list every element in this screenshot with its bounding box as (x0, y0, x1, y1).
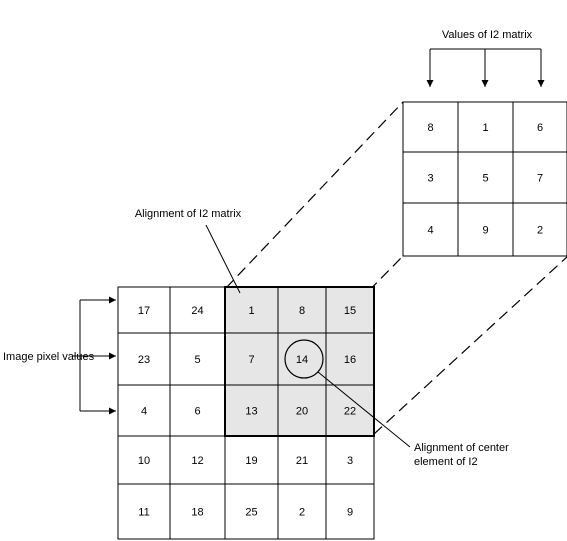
i2-value-1-0: 3 (427, 173, 433, 185)
i2-value-2-2: 2 (537, 225, 543, 237)
image-cell-1-1 (169, 332, 226, 386)
image-cell-3-2 (224, 435, 279, 485)
i2-value-1-1: 5 (482, 173, 488, 185)
i2-cell-2-2 (512, 202, 567, 257)
center-element-circle (284, 339, 324, 379)
center-label-line1: Alignment of center (414, 442, 509, 454)
image-value-1-3: 14 (296, 354, 308, 366)
top-matrix-label: Values of I2 matrix (442, 29, 533, 41)
i2-value-2-1: 9 (482, 225, 488, 237)
image-value-0-1: 24 (191, 305, 203, 317)
projection-line-top (225, 101, 404, 289)
image-value-4-1: 18 (191, 507, 203, 519)
image-cell-4-4 (325, 483, 375, 540)
image-cell-3-0 (117, 435, 171, 485)
image-value-2-3: 20 (296, 406, 308, 418)
image-value-3-2: 19 (245, 455, 257, 467)
image-value-0-2: 1 (248, 305, 254, 317)
projection-line-bottom (373, 256, 567, 435)
image-value-4-4: 9 (347, 507, 353, 519)
image-value-0-4: 15 (344, 305, 356, 317)
image-value-1-2: 7 (248, 354, 254, 366)
image-value-3-3: 21 (296, 455, 308, 467)
i2-value-0-0: 8 (427, 122, 433, 134)
image-value-1-0: 23 (138, 354, 150, 366)
i2-value-1-2: 7 (537, 173, 543, 185)
alignment-outline (224, 286, 375, 437)
i2-value-2-0: 4 (427, 225, 433, 237)
i2-grid: 8 1 6 3 5 7 4 9 2 (402, 101, 567, 257)
image-cell-3-3 (277, 435, 327, 485)
image-value-0-0: 17 (138, 305, 150, 317)
image-value-3-0: 10 (138, 455, 150, 467)
image-value-4-2: 25 (245, 507, 257, 519)
image-value-0-3: 8 (299, 305, 305, 317)
image-value-1-1: 5 (194, 354, 200, 366)
image-value-4-3: 2 (299, 507, 305, 519)
image-cell-1-3 (277, 332, 327, 386)
i2-cell-0-1 (457, 101, 514, 153)
center-element-pointer (317, 371, 411, 448)
image-cell-3-4 (325, 435, 375, 485)
image-cell-4-0 (117, 483, 171, 540)
image-cell-4-3 (277, 483, 327, 540)
i2-cell-0-0 (402, 101, 459, 153)
image-cell-4-2 (224, 483, 279, 540)
image-value-3-4: 3 (347, 455, 353, 467)
image-cell-3-1 (169, 435, 226, 485)
image-value-2-2: 13 (245, 406, 257, 418)
i2-cell-0-2 (512, 101, 567, 153)
center-label-line2: element of I2 (414, 456, 478, 468)
image-value-2-4: 22 (344, 406, 356, 418)
image-value-1-4: 16 (344, 354, 356, 366)
image-value-2-0: 4 (141, 406, 147, 418)
i2-value-0-2: 6 (537, 122, 543, 134)
i2-cell-2-1 (457, 202, 514, 257)
image-value-3-1: 12 (191, 455, 203, 467)
image-pixels-label: Image pixel values (3, 351, 95, 363)
image-cell-2-0 (117, 384, 171, 437)
i2-cell-1-0 (402, 151, 459, 204)
image-value-2-1: 6 (194, 406, 200, 418)
i2-value-0-1: 1 (482, 122, 488, 134)
alignment-matrix-label: Alignment of I2 matrix (135, 208, 242, 220)
image-cell-0-0 (117, 286, 171, 334)
alignment-matrix-pointer (205, 224, 241, 294)
image-value-4-0: 11 (138, 507, 149, 519)
image-cell-4-1 (169, 483, 226, 540)
